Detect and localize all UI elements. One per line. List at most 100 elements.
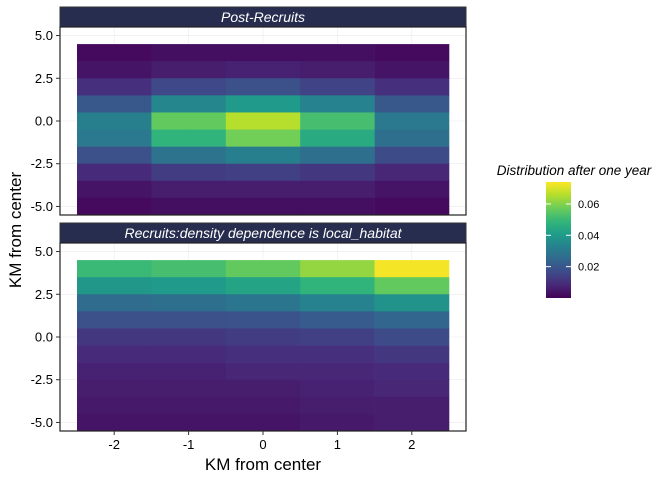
color-legend: Distribution after one year 0.02 0.04 0.06 bbox=[497, 163, 652, 298]
heatmap-cell bbox=[300, 129, 375, 147]
heatmap-cell bbox=[374, 78, 450, 96]
heatmap-cell bbox=[225, 362, 301, 381]
heatmap-cell bbox=[300, 163, 375, 182]
heatmap-cell bbox=[300, 277, 375, 295]
heatmap-cell bbox=[151, 112, 227, 130]
heatmap-cell bbox=[225, 44, 301, 62]
heatmap-cell bbox=[151, 78, 227, 96]
heatmap-cell bbox=[300, 180, 375, 199]
heatmap-cell bbox=[151, 163, 227, 182]
heatmap-cell bbox=[77, 379, 152, 398]
heatmap-cell bbox=[77, 277, 152, 295]
facet-title: Recruits:density dependence is local_hab… bbox=[124, 225, 402, 241]
facet-panel: Recruits:density dependence is local_hab… bbox=[31, 222, 467, 432]
x-axis-label: KM from center bbox=[205, 455, 322, 474]
heatmap-cell bbox=[77, 396, 152, 415]
y-tick-label: 5.0 bbox=[35, 28, 53, 43]
heatmap-cell bbox=[225, 277, 301, 295]
facet-panel: Post-Recruits -5.0 -2.5 0.0 2.5 5.0 bbox=[31, 6, 467, 216]
y-tick-label: 2.5 bbox=[35, 287, 53, 302]
heatmap-cell bbox=[225, 95, 301, 113]
heatmap-cell bbox=[374, 362, 450, 381]
x-tick-label: 2 bbox=[408, 437, 415, 452]
heatmap-cell bbox=[151, 129, 227, 147]
heatmap-cell bbox=[300, 345, 375, 363]
x-axis: -2 -1 0 1 2 bbox=[108, 431, 415, 452]
heatmap-cell bbox=[225, 311, 301, 329]
facet-title: Post-Recruits bbox=[221, 9, 305, 25]
heatmap-cell bbox=[300, 95, 375, 113]
y-tick-label: -5.0 bbox=[31, 415, 53, 430]
legend-title: Distribution after one year bbox=[497, 163, 652, 178]
heatmap-cell bbox=[151, 328, 227, 346]
heatmap-cell bbox=[374, 311, 450, 329]
heatmap-cell bbox=[225, 112, 301, 130]
x-tick-label: -1 bbox=[183, 437, 195, 452]
heatmap-cell bbox=[151, 362, 227, 381]
heatmap-cell bbox=[151, 260, 227, 278]
heatmap-cell bbox=[374, 413, 450, 432]
heatmap-cell bbox=[225, 379, 301, 398]
heatmap-cell bbox=[151, 180, 227, 199]
heatmap-cell bbox=[77, 180, 152, 199]
heatmap-cell bbox=[225, 396, 301, 415]
heatmap-cell bbox=[225, 345, 301, 363]
legend-colorbar bbox=[546, 182, 571, 298]
heatmap-cell bbox=[77, 311, 152, 329]
legend-tick-label: 0.02 bbox=[578, 262, 599, 274]
heatmap-cell bbox=[77, 146, 152, 165]
y-tick-label: 0.0 bbox=[35, 330, 53, 345]
heatmap-cell bbox=[374, 277, 450, 295]
heatmap-cell bbox=[77, 197, 152, 216]
heatmap-cell bbox=[300, 379, 375, 398]
heatmap-cell bbox=[300, 413, 375, 432]
heatmap-cell bbox=[225, 260, 301, 278]
y-tick-label: 2.5 bbox=[35, 71, 53, 86]
heatmap-cell bbox=[225, 294, 301, 312]
heatmap-cell bbox=[300, 260, 375, 278]
heatmap-cell bbox=[225, 328, 301, 346]
heatmap-cell bbox=[225, 413, 301, 432]
heatmap-cell bbox=[77, 44, 152, 62]
heatmap-cell bbox=[300, 146, 375, 165]
heatmap-cell bbox=[300, 78, 375, 96]
y-tick-label: -5.0 bbox=[31, 199, 53, 214]
heatmap-cell bbox=[300, 44, 375, 62]
legend-tick-label: 0.06 bbox=[578, 199, 599, 211]
heatmap-cell bbox=[374, 260, 450, 278]
heatmap-cell bbox=[374, 379, 450, 398]
heatmap-cell bbox=[374, 396, 450, 415]
heatmap-cell bbox=[374, 112, 450, 130]
y-tick-label: -2.5 bbox=[31, 156, 53, 171]
heatmap-cell bbox=[77, 112, 152, 130]
heatmap-cell bbox=[77, 129, 152, 147]
heatmap-cell bbox=[77, 61, 152, 79]
heatmap-cell bbox=[300, 362, 375, 381]
heatmap-cell bbox=[374, 44, 450, 62]
heatmap-cell bbox=[77, 95, 152, 113]
heatmap-cell bbox=[225, 78, 301, 96]
heatmap-cell bbox=[77, 345, 152, 363]
heatmap-cell bbox=[374, 146, 450, 165]
y-tick-label: -2.5 bbox=[31, 372, 53, 387]
heatmap-cell bbox=[225, 129, 301, 147]
heatmap-cell bbox=[225, 163, 301, 182]
heatmap-cell bbox=[151, 44, 227, 62]
heatmap-cell bbox=[77, 78, 152, 96]
y-axis-label: KM from center bbox=[6, 172, 25, 289]
x-tick-label: 1 bbox=[334, 437, 341, 452]
heatmap-cell bbox=[77, 362, 152, 381]
x-tick-label: 0 bbox=[259, 437, 266, 452]
heatmap-cell bbox=[225, 197, 301, 216]
heatmap-cell bbox=[77, 328, 152, 346]
heatmap-cell bbox=[151, 413, 227, 432]
heatmap-cell bbox=[374, 163, 450, 182]
heatmap-cell bbox=[300, 294, 375, 312]
heatmap-cell bbox=[151, 61, 227, 79]
legend-tick-label: 0.04 bbox=[578, 230, 599, 242]
y-tick-label: 0.0 bbox=[35, 114, 53, 129]
heatmap-cell bbox=[151, 197, 227, 216]
heatmap-cell bbox=[374, 129, 450, 147]
heatmap-cell bbox=[300, 396, 375, 415]
